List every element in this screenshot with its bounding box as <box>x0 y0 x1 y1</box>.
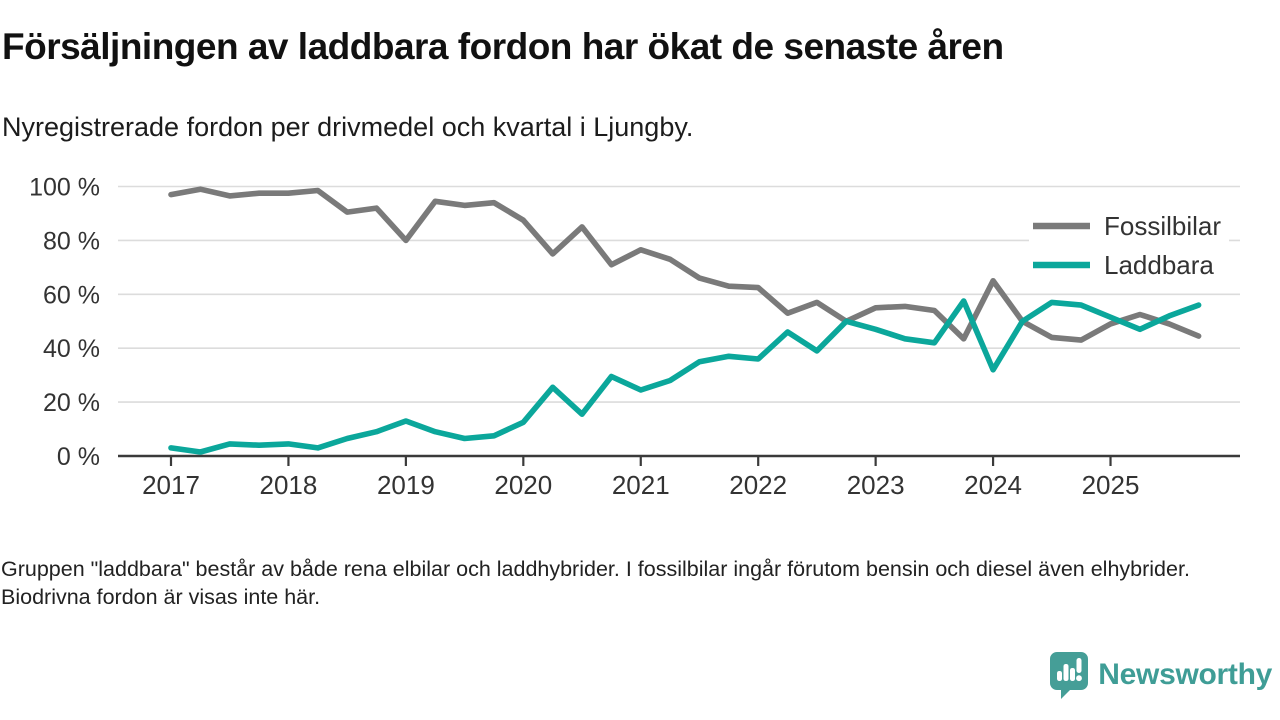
newsworthy-logo: Newsworthy <box>1048 650 1272 699</box>
y-axis-tick-label: 100 % <box>29 174 100 202</box>
legend-background <box>1029 203 1229 287</box>
laddbara-line <box>168 298 1202 455</box>
x-axis-tick-label: 2021 <box>612 470 670 500</box>
legend-label-laddbara: Laddbara <box>1104 250 1214 280</box>
newsworthy-logo-text: Newsworthy <box>1098 657 1272 691</box>
x-axis-tick-label: 2022 <box>729 470 787 500</box>
x-axis-tick-label: 2018 <box>260 470 318 500</box>
x-axis-tick-label: 2024 <box>964 470 1022 500</box>
y-axis-tick-label: 80 % <box>43 227 100 255</box>
chart-title: Försäljningen av laddbara fordon har öka… <box>2 26 1004 67</box>
chart-footnote: Gruppen "laddbara" består av både rena e… <box>1 557 1190 609</box>
y-axis-tick-label: 60 % <box>43 281 100 309</box>
x-axis-tick-label: 2019 <box>377 470 435 500</box>
y-axis-tick-label: 40 % <box>43 335 100 363</box>
fossilbilar-line <box>168 186 1202 343</box>
newsworthy-logo-icon <box>1050 652 1089 699</box>
y-axis-tick-label: 20 % <box>43 389 100 417</box>
x-axis-tick-label: 2017 <box>142 470 200 500</box>
line-chart: 0 % 20 % 40 % 60 % 80 % 100 % 2017 2018 2019 2020… <box>0 160 1280 505</box>
x-axis-tick-label: 2025 <box>1082 470 1140 500</box>
legend-label-fossilbilar: Fossilbilar <box>1104 211 1221 241</box>
chart-subtitle: Nyregistrerade fordon per drivmedel och … <box>2 112 694 142</box>
legend: Fossilbilar Laddbara <box>1029 203 1229 287</box>
x-axis-tick-label: 2020 <box>494 470 552 500</box>
x-axis-tick-label: 2023 <box>847 470 905 500</box>
y-axis-tick-label: 0 % <box>57 443 100 471</box>
